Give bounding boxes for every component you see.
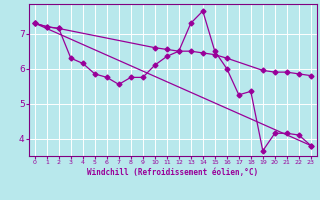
X-axis label: Windchill (Refroidissement éolien,°C): Windchill (Refroidissement éolien,°C) — [87, 168, 258, 177]
